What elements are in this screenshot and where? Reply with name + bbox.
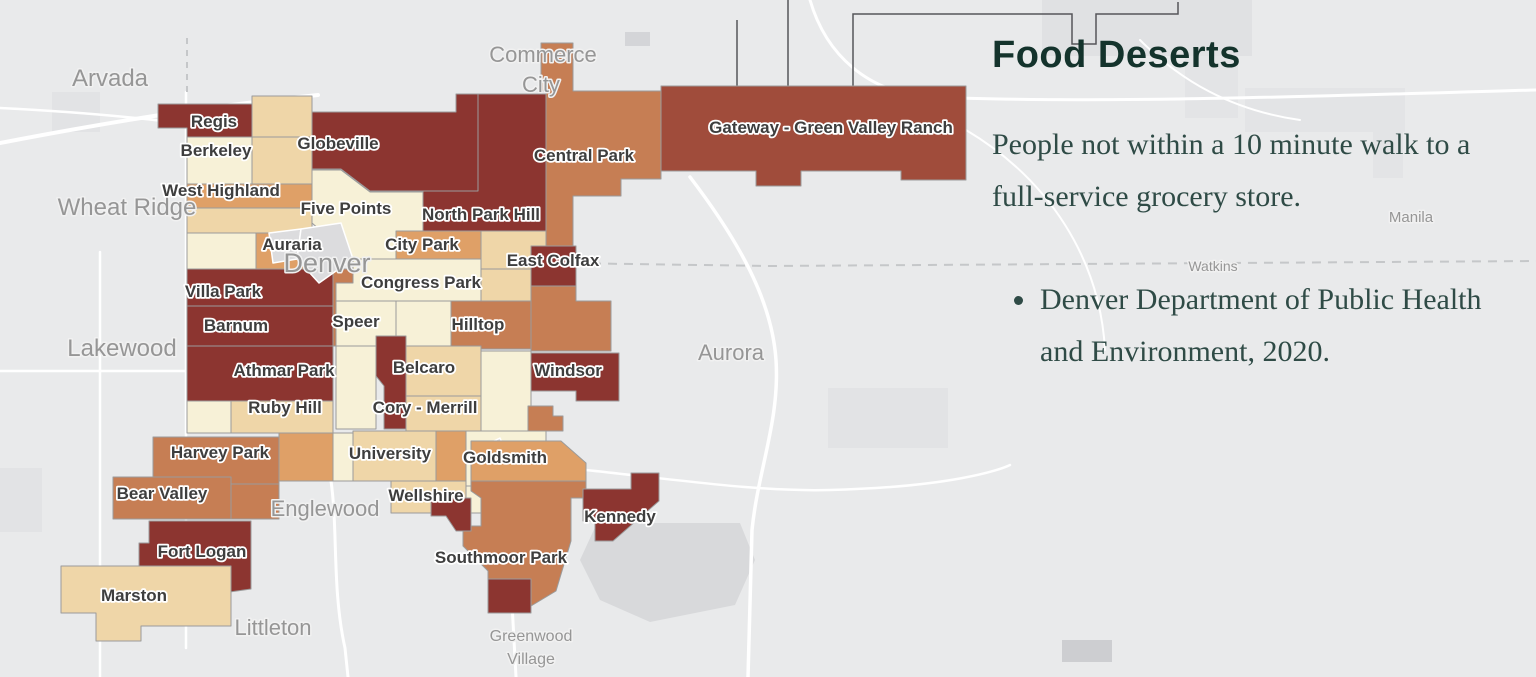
neighborhood-label: Gateway - Green Valley Ranch — [709, 118, 953, 137]
neighborhood-polygon[interactable] — [278, 432, 334, 482]
neighborhood-label: West Highland — [162, 181, 280, 200]
road-line — [808, 0, 1536, 102]
basemap-patch — [1062, 640, 1112, 662]
city-label: Englewood — [271, 496, 380, 521]
neighborhood-polygon-marston[interactable] — [60, 565, 232, 642]
basemap-city-labels: Arvada Commerce City Wheat Ridge Denver Lakew… — [56, 41, 1435, 670]
neighborhood-label: University — [349, 444, 432, 463]
neighborhood-label: Athmar Park — [233, 361, 335, 380]
source-item: Denver Department of Public Health and E… — [1038, 274, 1498, 377]
info-panel: Food Deserts People not within a 10 minu… — [992, 34, 1512, 377]
basemap-patch — [1042, 0, 1252, 56]
neighborhood-label: Regis — [191, 112, 237, 131]
city-label: Commerce — [489, 42, 597, 67]
city-label: Manila — [1389, 209, 1434, 226]
neighborhood-polygon[interactable] — [435, 430, 467, 487]
boundary-line — [559, 260, 1536, 268]
neighborhood-polygon-kennedy[interactable] — [582, 472, 660, 542]
neighborhood-polygon[interactable] — [480, 350, 532, 432]
neighborhood-polygon[interactable] — [186, 232, 257, 270]
neighborhood-polygon[interactable] — [335, 345, 377, 430]
neighborhood-polygons[interactable] — [60, 42, 967, 642]
neighborhood-label: Windsor — [534, 361, 602, 380]
city-label: Denver — [283, 248, 370, 278]
road-line — [1139, 39, 1301, 121]
neighborhood-polygon[interactable] — [470, 440, 587, 482]
neighborhood-label: East Colfax — [507, 251, 600, 270]
neighborhood-polygon[interactable] — [480, 268, 532, 302]
neighborhood-polygon[interactable] — [487, 578, 532, 614]
neighborhood-label: Wellshire — [388, 486, 463, 505]
road-line — [965, 129, 1106, 351]
neighborhood-label: Bear Valley — [117, 484, 208, 503]
neighborhood-label: North Park Hill — [422, 205, 540, 224]
neighborhood-polygon[interactable] — [251, 95, 313, 138]
neighborhood-label: Hilltop — [452, 315, 505, 334]
basemap-patches — [0, 0, 1405, 662]
neighborhood-polygon[interactable] — [230, 483, 280, 520]
neighborhood-label: Five Points — [301, 199, 392, 218]
city-label: Wheat Ridge — [58, 194, 197, 221]
basemap-patch — [0, 468, 42, 532]
neighborhood-label: Fort Logan — [158, 542, 247, 561]
basemap-patch — [1185, 56, 1238, 118]
neighborhood-polygon[interactable] — [186, 400, 232, 434]
neighborhood-label: Speer — [332, 312, 380, 331]
neighborhood-label: Globeville — [297, 134, 378, 153]
neighborhood-label: Harvey Park — [171, 443, 270, 462]
basemap-patch — [580, 523, 755, 622]
neighborhood-label: Berkeley — [181, 141, 252, 160]
neighborhood-polygon[interactable] — [430, 497, 472, 532]
neighborhood-label: Kennedy — [584, 507, 656, 526]
basemap-patch — [1373, 130, 1403, 178]
source-list: Denver Department of Public Health and E… — [992, 274, 1498, 377]
neighborhood-label: City Park — [385, 235, 459, 254]
city-label: Greenwood — [490, 628, 573, 645]
road-line — [688, 175, 779, 677]
city-label: Lakewood — [67, 335, 176, 362]
neighborhood-label: Congress Park — [361, 273, 482, 292]
panel-description: People not within a 10 minute walk to a … — [992, 128, 1471, 213]
basemap-patch — [625, 32, 650, 46]
basemap-patch — [828, 388, 948, 448]
neighborhood-label: Cory - Merrill — [373, 398, 478, 417]
neighborhood-polygon-gateway-green-valley-ranch[interactable] — [660, 85, 967, 187]
city-label: Watkins — [1188, 258, 1237, 274]
city-label: Arvada — [72, 65, 149, 92]
neighborhood-label: Marston — [101, 586, 167, 605]
page-title: Food Deserts — [992, 34, 1241, 76]
neighborhood-label: Barnum — [204, 316, 268, 335]
road-line — [584, 463, 1012, 492]
city-label: City — [522, 72, 560, 97]
neighborhood-label: Villa Park — [185, 282, 262, 301]
neighborhood-label: Central Park — [534, 146, 635, 165]
city-label: Aurora — [698, 340, 765, 365]
basemap-patch — [1245, 88, 1405, 132]
road-line — [329, 479, 350, 677]
neighborhood-polygon[interactable] — [296, 222, 354, 284]
city-label: Littleton — [234, 615, 311, 640]
neighborhood-label: Belcaro — [393, 358, 455, 377]
neighborhood-labels: Regis Berkeley Globeville West Highland Five… — [99, 110, 954, 607]
city-label: Village — [507, 651, 555, 668]
neighborhood-polygon-central-park[interactable] — [540, 42, 662, 247]
boundary-line — [736, 0, 1179, 88]
neighborhood-label: Auraria — [262, 235, 322, 254]
neighborhood-label: Goldsmith — [463, 448, 547, 467]
neighborhood-label: Ruby Hill — [248, 398, 322, 417]
neighborhood-label: Southmoor Park — [435, 548, 568, 567]
